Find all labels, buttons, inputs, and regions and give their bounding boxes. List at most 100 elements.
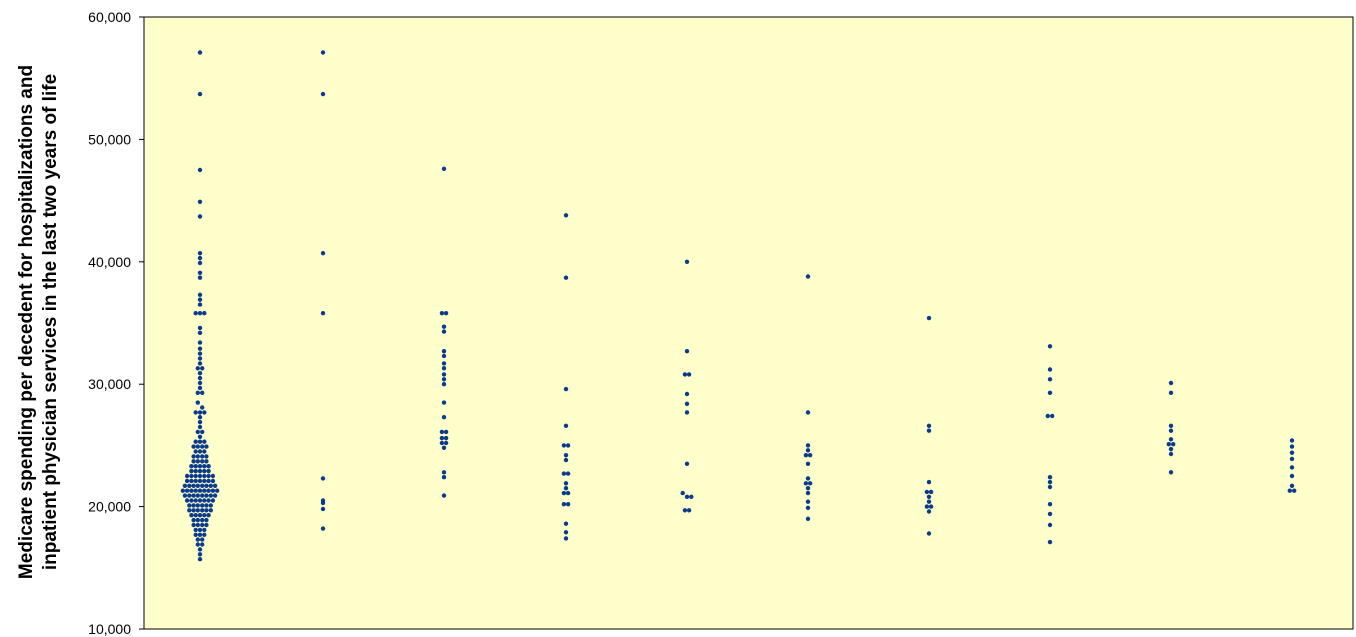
data-point [441,415,447,420]
y-tick-label: 20,000 [88,499,131,515]
y-axis-label-line-2: inpatient physician services in the last… [40,74,61,570]
data-point [197,260,203,266]
data-point [184,478,190,484]
data-point [187,483,192,488]
data-point [200,390,205,395]
data-point [805,516,811,521]
data-point [204,503,209,508]
data-point [441,372,447,377]
data-point [197,356,203,361]
data-point [320,50,326,55]
data-point [202,527,207,533]
data-point [197,424,203,430]
data-point [204,483,209,488]
data-point [187,493,192,498]
data-point [1171,442,1176,447]
data-point [1047,539,1053,545]
data-point [563,481,569,486]
data-point [926,479,932,485]
data-point [197,513,203,518]
data-point [200,444,205,449]
data-point [204,444,209,449]
data-point [200,493,205,498]
data-point [200,429,205,435]
data-point [193,498,198,503]
data-point [197,527,203,533]
data-point [200,405,205,410]
data-point [803,481,809,486]
data-point [807,453,813,458]
data-point [189,473,194,479]
data-point [684,401,690,406]
data-point [439,429,445,435]
data-point [1047,511,1053,517]
data-point [441,445,447,450]
data-point [204,493,209,498]
data-point [206,513,211,518]
data-point [1047,344,1053,349]
data-point [200,454,205,459]
data-point [805,476,811,481]
data-point [189,478,194,484]
y-axis: 10,000 20,000 30,000 40,000 50,000 60,000 [88,9,144,637]
data-point [320,311,326,316]
data-point [561,471,567,476]
data-point [197,346,203,351]
data-point [561,490,567,496]
data-point [197,434,203,439]
data-point [182,483,188,488]
data-point [197,275,203,280]
data-point [563,453,569,458]
data-point [208,493,213,498]
data-point [563,423,569,428]
data-point [191,503,196,508]
data-point [184,488,190,493]
data-point [805,448,811,453]
data-point [565,471,571,476]
data-point [189,464,194,469]
data-point [197,478,203,484]
data-point [204,517,209,523]
data-point [191,444,196,449]
y-tick-label: 30,000 [88,376,131,392]
data-point [189,498,194,503]
data-point [439,440,445,446]
data-point [803,453,809,458]
data-point [208,508,213,513]
data-point [684,494,690,499]
data-point [193,464,198,469]
data-point [202,468,207,474]
data-point [197,167,203,173]
data-point [441,349,447,354]
data-point [197,91,203,97]
data-point [200,517,205,523]
data-point [193,527,198,533]
data-point [563,213,569,218]
data-point [439,311,445,316]
data-point [195,537,200,542]
data-point [1047,377,1053,382]
data-point [200,522,205,528]
data-point [193,410,198,415]
y-axis-label-line-1: Medicare spending per decedent for hospi… [16,65,37,579]
data-point [202,311,207,316]
data-point [197,415,203,420]
y-tick-label: 60,000 [88,9,131,25]
data-point [195,400,200,405]
data-point [195,503,200,508]
data-point [1168,437,1174,442]
data-point [193,468,198,474]
data-point [807,481,813,486]
data-point [1047,484,1053,490]
data-point [202,473,207,479]
data-point [805,443,811,448]
y-axis-label: Medicare spending per decedent for hospi… [16,65,61,579]
data-point [561,502,567,507]
data-point [561,443,567,448]
data-point [208,483,213,488]
data-point [187,508,192,513]
data-point [1168,390,1174,395]
data-point [926,428,932,433]
data-point [197,557,203,562]
